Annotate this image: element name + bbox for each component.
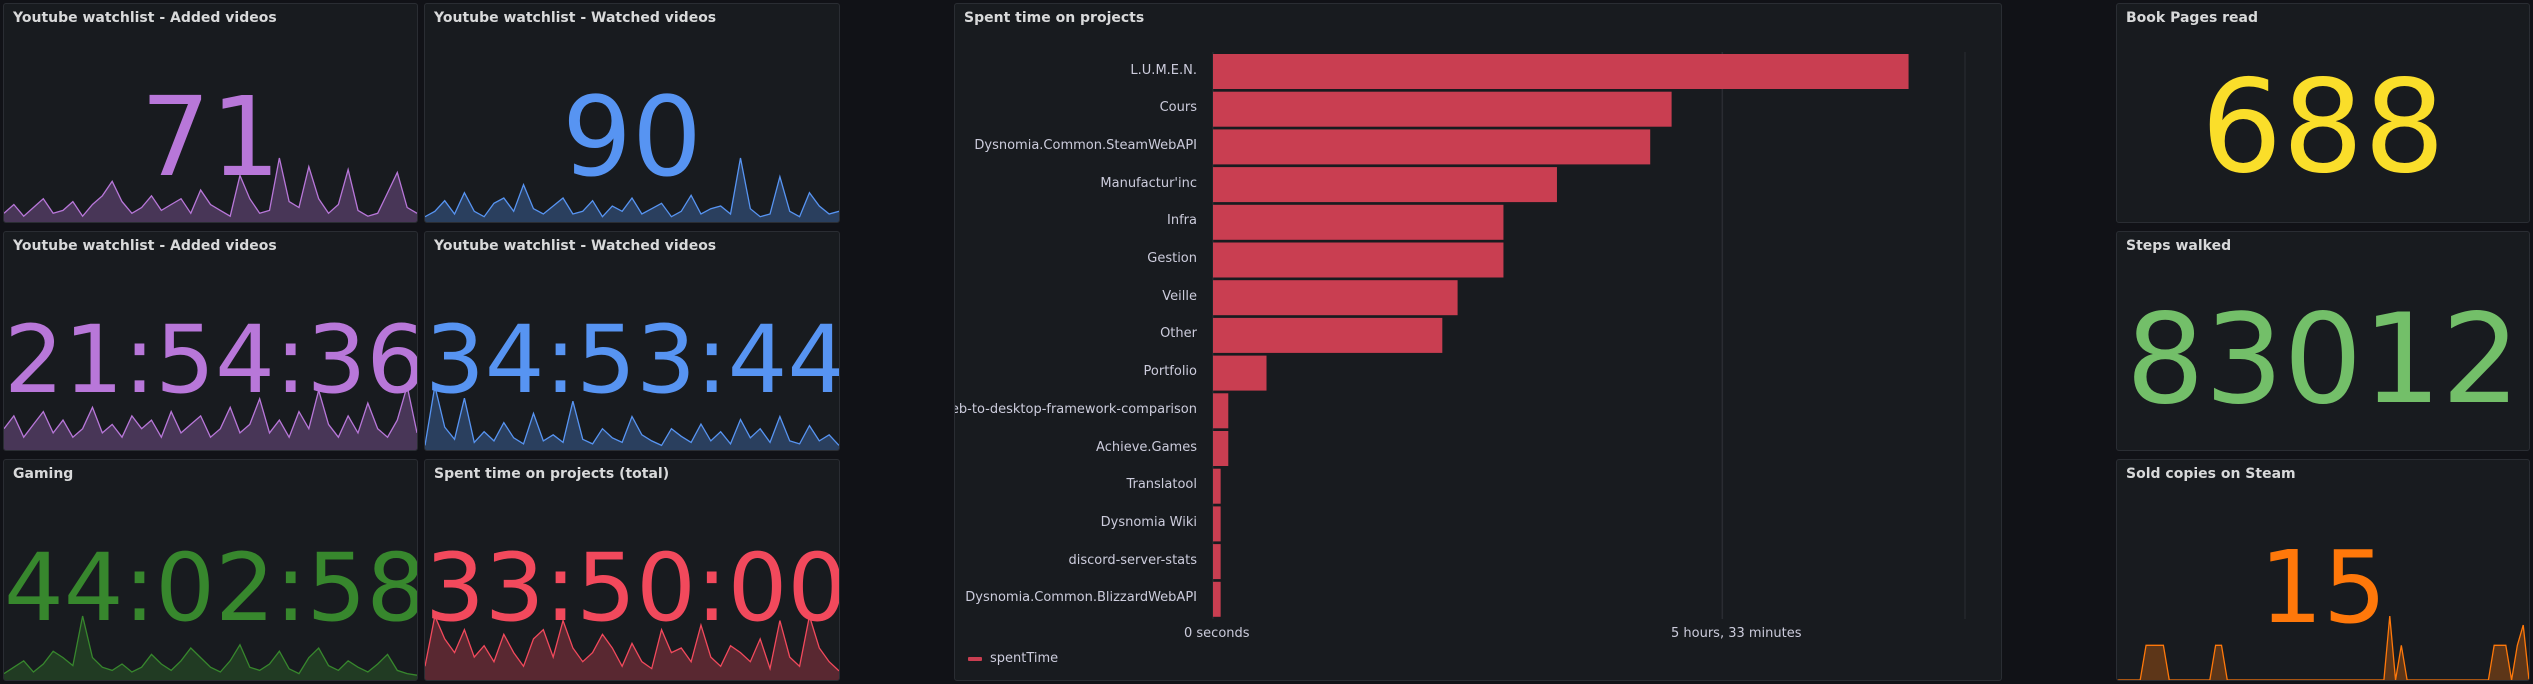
bar-category-label: L.U.M.E.N. bbox=[1130, 62, 1197, 78]
panel-yt-added-time[interactable]: Youtube watchlist - Added videos 21:54:3… bbox=[3, 231, 418, 451]
bar-category-label: Achieve.Games bbox=[1096, 439, 1197, 455]
panel-yt-watched-count[interactable]: Youtube watchlist - Watched videos 90 bbox=[424, 3, 840, 223]
sparkline-area bbox=[2117, 616, 2529, 680]
sparkline-line bbox=[4, 158, 417, 216]
bar[interactable] bbox=[1213, 431, 1229, 466]
bar[interactable] bbox=[1213, 393, 1229, 429]
sparkline bbox=[4, 612, 417, 680]
sparkline bbox=[4, 154, 417, 222]
panel-title: Spent time on projects bbox=[964, 10, 1145, 26]
bar-category-label: Veille bbox=[1162, 288, 1197, 304]
panel-title: Sold copies on Steam bbox=[2126, 466, 2296, 482]
sparkline-area bbox=[4, 158, 417, 222]
sparkline-area bbox=[425, 158, 839, 222]
stat-value: 90 bbox=[562, 73, 702, 201]
stat-value: 33:50:00 bbox=[425, 534, 840, 643]
panel-yt-watched-time[interactable]: Youtube watchlist - Watched videos 34:53… bbox=[424, 231, 840, 451]
stat-value: 34:53:44 bbox=[425, 306, 840, 415]
x-axis-tick-1: 5 hours, 33 minutes bbox=[1671, 626, 1802, 641]
bar-category-label: Dysnomia Wiki bbox=[1100, 514, 1197, 530]
bar-category-label: Dysnomia.Common.BlizzardWebAPI bbox=[965, 590, 1197, 606]
sparkline-line bbox=[425, 386, 839, 445]
legend-swatch bbox=[968, 656, 982, 661]
panel-steam-sales[interactable]: Sold copies on Steam 15 bbox=[2116, 459, 2530, 681]
bar-category-label: Other bbox=[1160, 326, 1197, 342]
bar-category-label: Gestion bbox=[1147, 251, 1197, 266]
bar-category-label: Manufactur'inc bbox=[1100, 175, 1197, 191]
sparkline-line bbox=[425, 616, 839, 671]
sparkline-area bbox=[425, 616, 839, 680]
panel-yt-added-count[interactable]: Youtube watchlist - Added videos 71 bbox=[3, 3, 418, 223]
stat-value: 83012 bbox=[2125, 288, 2521, 432]
panel-projects-total[interactable]: Spent time on projects (total) 33:50:00 bbox=[424, 459, 840, 681]
bar-chart bbox=[1212, 52, 1966, 619]
bar[interactable] bbox=[1213, 204, 1504, 240]
stat-value: 71 bbox=[140, 73, 281, 201]
panel-title: Spent time on projects (total) bbox=[434, 466, 670, 482]
bar[interactable] bbox=[1213, 317, 1443, 353]
bar[interactable] bbox=[1213, 91, 1672, 127]
sparkline-line bbox=[4, 616, 417, 675]
bar[interactable] bbox=[1213, 167, 1557, 203]
panel-book-pages[interactable]: Book Pages read 688 bbox=[2116, 3, 2530, 223]
bar[interactable] bbox=[1213, 468, 1221, 504]
sparkline bbox=[425, 382, 839, 450]
panel-gaming[interactable]: Gaming 44:02:58 bbox=[3, 459, 418, 681]
bar-category-label: Translatool bbox=[1126, 477, 1197, 493]
panel-title: Steps walked bbox=[2126, 238, 2232, 254]
panel-steps[interactable]: Steps walked 83012 bbox=[2116, 231, 2530, 451]
sparkline-area bbox=[4, 386, 417, 450]
bar-category-label: Dysnomia.Common.SteamWebAPI bbox=[974, 137, 1197, 153]
bar-category-label: Portfolio bbox=[1143, 364, 1197, 380]
bar[interactable] bbox=[1213, 54, 1909, 89]
bar[interactable] bbox=[1213, 280, 1458, 316]
bar[interactable] bbox=[1213, 581, 1221, 617]
bar[interactable] bbox=[1213, 129, 1651, 165]
bar[interactable] bbox=[1213, 544, 1221, 580]
bar[interactable] bbox=[1213, 242, 1504, 278]
sparkline bbox=[2117, 612, 2529, 680]
panel-title: Youtube watchlist - Added videos bbox=[13, 10, 277, 26]
x-axis-tick-0: 0 seconds bbox=[1184, 626, 1250, 641]
panel-projects-bar-chart[interactable]: Spent time on projects L.U.M.E.N. Cours Dy… bbox=[954, 3, 2002, 681]
bar[interactable] bbox=[1213, 506, 1221, 542]
sparkline-line bbox=[4, 386, 417, 437]
chart-legend[interactable]: spentTime bbox=[968, 651, 1058, 666]
panel-title: Gaming bbox=[13, 466, 74, 482]
sparkline bbox=[4, 382, 417, 450]
bar-category-label: Cours bbox=[1159, 100, 1197, 116]
panel-title: Book Pages read bbox=[2126, 10, 2259, 26]
bar-category-label: Infra bbox=[1167, 213, 1197, 229]
panel-title: Youtube watchlist - Added videos bbox=[13, 238, 277, 254]
panel-title: Youtube watchlist - Watched videos bbox=[434, 238, 717, 254]
sparkline bbox=[425, 612, 839, 680]
stat-value: 44:02:58 bbox=[4, 534, 418, 643]
panel-title: Youtube watchlist - Watched videos bbox=[434, 10, 717, 26]
sparkline bbox=[425, 154, 839, 222]
bar[interactable] bbox=[1213, 355, 1267, 391]
legend-label: spentTime bbox=[990, 651, 1059, 666]
bar-category-label: discord-server-stats bbox=[1068, 552, 1197, 568]
stat-value: 688 bbox=[2200, 53, 2446, 202]
stat-value: 21:54:36 bbox=[4, 306, 418, 415]
bar-category-label: web-to-desktop-framework-comparison bbox=[954, 401, 1197, 417]
sparkline-line bbox=[425, 158, 839, 217]
stat-value: 15 bbox=[2259, 529, 2387, 646]
sparkline-area bbox=[4, 616, 417, 680]
